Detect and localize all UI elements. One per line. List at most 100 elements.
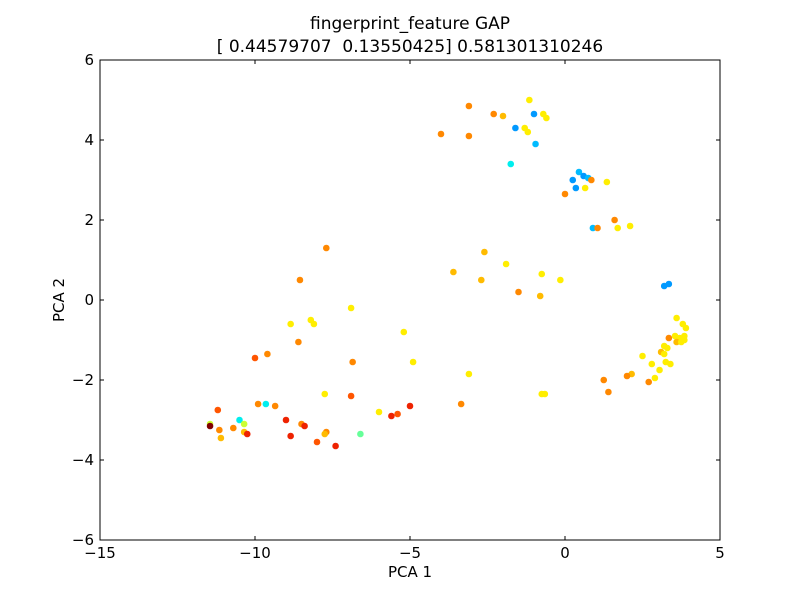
scatter-point (667, 360, 674, 368)
scatter-point (313, 438, 321, 446)
scatter-point (409, 358, 417, 366)
scatter-point (287, 432, 294, 440)
scatter-point (230, 424, 237, 432)
scatter-point (271, 402, 279, 410)
y-tick-label: 2 (84, 211, 94, 229)
y-tick-label: −6 (72, 531, 94, 549)
scatter-point (295, 338, 302, 346)
scatter-point (512, 124, 519, 132)
scatter-point (481, 248, 488, 256)
scatter-point (240, 420, 248, 428)
scatter-point (332, 442, 339, 450)
scatter-point (581, 184, 589, 192)
scatter-point (639, 352, 646, 360)
scatter-point (357, 430, 364, 438)
scatter-point (623, 372, 631, 380)
scatter-point (648, 360, 656, 368)
scatter-point (575, 168, 583, 176)
scatter-point (526, 96, 533, 104)
scatter-point (682, 324, 690, 332)
x-tick-label: −10 (239, 544, 271, 562)
scatter-point (349, 358, 356, 366)
scatter-point (214, 406, 222, 414)
scatter-point (236, 416, 243, 424)
scatter-point (301, 422, 308, 430)
scatter-point (665, 334, 673, 342)
scatter-point (465, 102, 473, 110)
scatter-point (296, 276, 304, 284)
chart-title: fingerprint_feature GAP (310, 14, 510, 34)
data-points (206, 96, 690, 450)
y-tick-labels: −6 −4 −2 0 2 4 6 (72, 51, 94, 549)
scatter-point (611, 216, 618, 224)
scatter-point (254, 400, 262, 408)
scatter-point (282, 416, 290, 424)
scatter-point (673, 314, 680, 322)
scatter-point (569, 176, 577, 184)
scatter-point (347, 304, 355, 312)
scatter-point (660, 350, 668, 358)
scatter-point (600, 376, 608, 384)
scatter-point (310, 320, 318, 328)
scatter-point (681, 336, 688, 344)
scatter-point (264, 350, 271, 358)
scatter-point (388, 412, 395, 420)
scatter-point (465, 132, 473, 140)
scatter-point (561, 190, 569, 198)
y-tick-label: −4 (72, 451, 94, 469)
scatter-point (557, 276, 564, 284)
scatter-point (532, 140, 539, 148)
x-tick-label: −5 (399, 544, 421, 562)
scatter-point (572, 184, 580, 192)
scatter-point (594, 224, 601, 232)
scatter-point (477, 276, 485, 284)
scatter-point (287, 320, 294, 328)
scatter-point (217, 434, 225, 442)
scatter-point (206, 422, 214, 430)
scatter-point (543, 114, 550, 122)
scatter-point (541, 390, 549, 398)
scatter-point (406, 402, 414, 410)
scatter-point (656, 366, 663, 374)
scatter-point (588, 176, 595, 184)
scatter-point (605, 388, 612, 396)
y-tick-label: 4 (84, 131, 94, 149)
y-axis-label: PCA 2 (50, 278, 68, 322)
scatter-point (665, 280, 673, 288)
scatter-point (465, 370, 473, 378)
scatter-point (645, 378, 653, 386)
scatter-point (321, 390, 329, 398)
scatter-point (626, 222, 634, 230)
scatter-point (322, 244, 330, 252)
scatter-point (507, 160, 515, 168)
scatter-point (437, 130, 445, 138)
scatter-point (515, 288, 522, 296)
x-tick-label: 5 (715, 544, 725, 562)
x-tick-labels: −15 −10 −5 0 5 (84, 544, 725, 562)
scatter-point (243, 430, 251, 438)
scatter-point (530, 110, 538, 118)
scatter-point (490, 110, 498, 118)
scatter-point (394, 410, 401, 418)
x-axis-label: PCA 1 (388, 563, 432, 581)
y-tick-label: −2 (72, 371, 94, 389)
scatter-point (663, 344, 671, 352)
scatter-point (651, 374, 659, 382)
x-tick-label: −15 (84, 544, 116, 562)
y-tick-label: 0 (84, 291, 94, 309)
scatter-point (251, 354, 259, 362)
scatter-point (524, 128, 532, 136)
plot-frame (99, 59, 721, 541)
scatter-point (603, 178, 611, 186)
scatter-point (216, 426, 223, 434)
chart-subtitle: [ 0.44579707 0.13550425] 0.581301310246 (217, 37, 603, 57)
scatter-point (347, 392, 355, 400)
x-tick-label: 0 (560, 544, 570, 562)
scatter-point (457, 400, 465, 408)
scatter-point (450, 268, 457, 276)
scatter-point (400, 328, 408, 336)
scatter-point (321, 430, 329, 438)
y-tick-label: 6 (84, 51, 94, 69)
